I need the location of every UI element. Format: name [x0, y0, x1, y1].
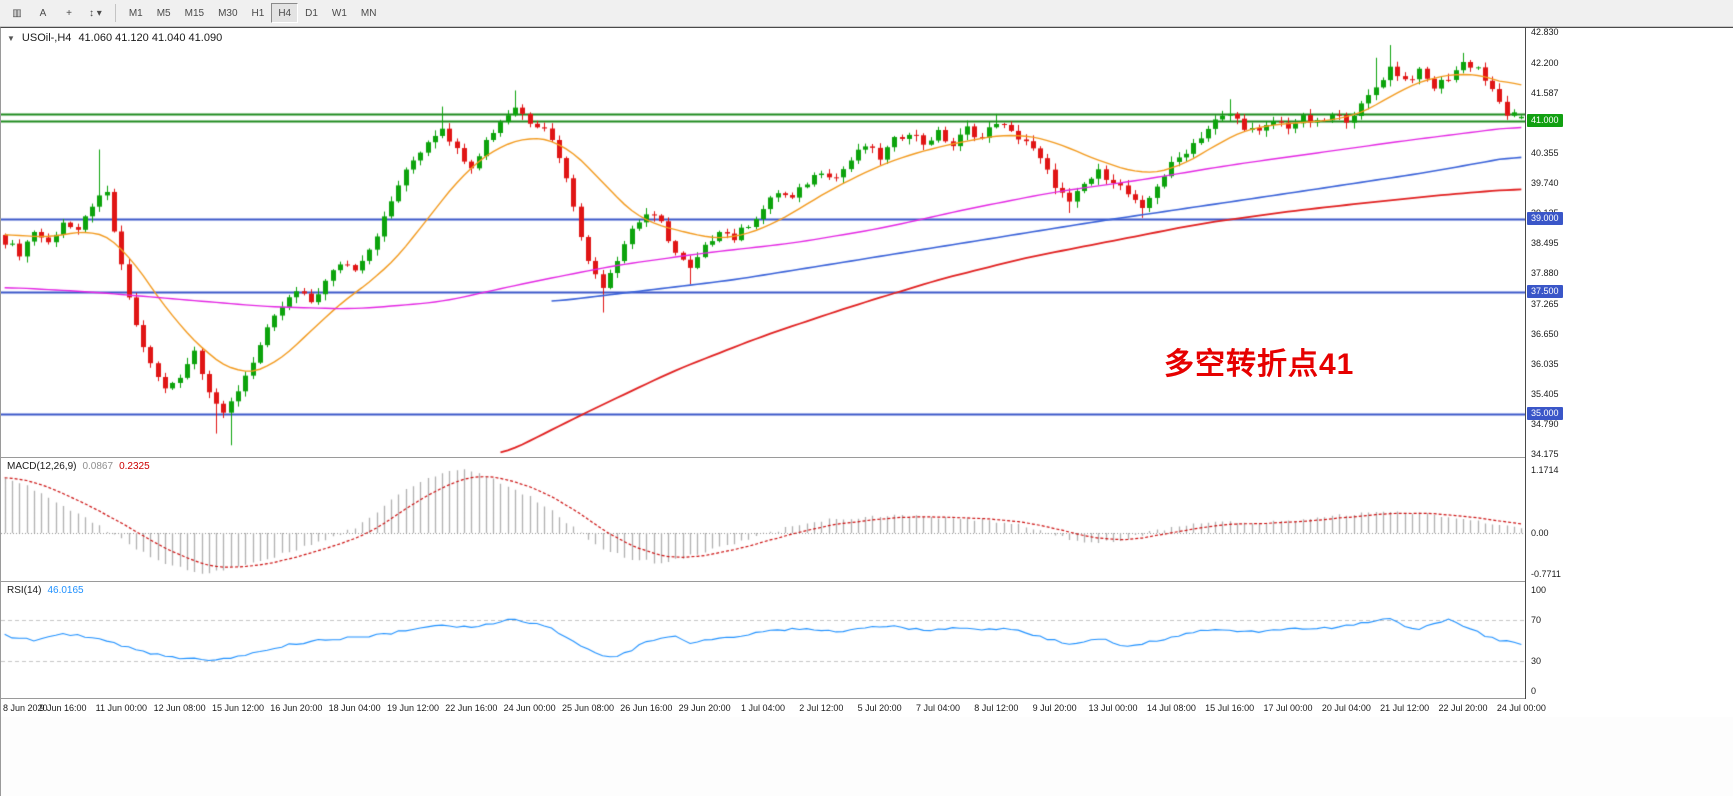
rsi-axis-label: 100: [1531, 585, 1547, 595]
ohlc-values: 41.060 41.120 41.040 41.090: [78, 32, 223, 44]
macd-axis-label: 0.00: [1531, 528, 1549, 538]
price-level-tag: 35.000: [1527, 407, 1563, 421]
date-axis-label: 22 Jun 16:00: [445, 703, 498, 713]
macd-axis-label: -0.7711: [1531, 569, 1561, 580]
chart-toolbar: ▥ A + ↕ ▾ M1 M5 M15 M30 H1 H4 D1 W1 MN: [0, 0, 1733, 27]
panel-separator[interactable]: [1, 581, 1733, 582]
price-axis-label: 42.830: [1531, 26, 1559, 37]
toolbar-separator: [114, 4, 116, 22]
price-axis-label: 34.175: [1531, 449, 1559, 460]
price-axis-label: 39.740: [1531, 177, 1559, 188]
price-axis-label: 37.265: [1531, 298, 1559, 309]
date-axis-label: 7 Jul 04:00: [915, 703, 961, 713]
date-axis-label: 25 Jun 08:00: [561, 703, 615, 713]
chart-window-icon[interactable]: ▥: [12, 7, 22, 19]
date-axis-label: 19 Jun 12:00: [386, 703, 440, 713]
date-axis-label: 17 Jul 00:00: [1263, 703, 1313, 713]
price-level-tag: 41.000: [1527, 114, 1563, 128]
timeframe-h4-button[interactable]: H4: [271, 3, 299, 23]
date-axis-label: 11 Jun 00:00: [95, 703, 148, 713]
date-axis-label: 18 Jun 04:00: [328, 703, 381, 713]
date-axis-label: 24 Jun 00:00: [503, 703, 556, 713]
macd-name: MACD(12,26,9): [7, 461, 77, 472]
price-axis-label: 35.405: [1531, 389, 1559, 400]
crosshair-button[interactable]: +: [66, 7, 72, 19]
date-axis-label: 29 Jun 20:00: [678, 703, 731, 713]
rsi-axis-label: 0: [1531, 686, 1537, 696]
chart-title: ▼ USOil-,H4 41.060 41.120 41.040 41.090: [7, 32, 222, 44]
price-axis-label: 41.587: [1531, 87, 1559, 98]
time-axis[interactable]: 8 Jun 2020 9 Jun 16:00 11 Jun 00:00 12 Jun …: [1, 699, 1733, 717]
timeframe-m1-button[interactable]: M1: [128, 7, 143, 19]
timeframe-mn-button[interactable]: MN: [360, 7, 377, 19]
macd-signal-value: 0.2325: [119, 461, 150, 472]
date-axis-label: 26 Jun 16:00: [620, 703, 673, 713]
date-axis-label: 15 Jul 16:00: [1205, 703, 1255, 713]
panel-separator[interactable]: [1, 698, 1733, 699]
price-axis-label: 37.880: [1531, 268, 1559, 279]
date-axis-label: 2 Jul 12:00: [799, 703, 844, 713]
date-axis-label: 15 Jun 12:00: [211, 703, 265, 713]
date-axis-label: 5 Jul 20:00: [857, 703, 902, 713]
chart-window: ▼ USOil-,H4 41.060 41.120 41.040 41.090 …: [0, 27, 1733, 796]
cursor-mode-button[interactable]: A: [39, 7, 47, 19]
date-axis-label: 9 Jun 16:00: [39, 703, 87, 713]
timeframe-d1-button[interactable]: D1: [305, 7, 318, 19]
panel-separator[interactable]: [1, 457, 1733, 458]
symbol-period-label: USOil-,H4: [21, 32, 72, 44]
rsi-axis-label: 70: [1531, 615, 1542, 626]
rsi-panel: RSI(14) 46.0165: [1, 582, 1525, 698]
date-axis-label: 8 Jun 2020: [3, 703, 48, 713]
chevron-down-icon[interactable]: ▼: [7, 33, 15, 43]
macd-value: 0.0867: [82, 461, 114, 472]
price-axis-label: 36.035: [1531, 358, 1559, 369]
price-axis-label: 36.650: [1531, 328, 1559, 339]
date-axis-label: 22 Jul 20:00: [1438, 703, 1488, 713]
macd-title: MACD(12,26,9) 0.0867 0.2325: [7, 461, 150, 472]
price-axis-label: 40.355: [1531, 147, 1559, 158]
rsi-name: RSI(14): [7, 585, 42, 596]
price-axis-label: 38.495: [1531, 238, 1559, 249]
price-axis-label: 42.200: [1531, 57, 1559, 68]
timeframe-button-group: M1 M5 M15 M30 H1 H4 D1 W1 MN: [122, 3, 384, 23]
date-axis-label: 24 Jul 00:00: [1496, 703, 1546, 713]
macd-axis-label: 1.1714: [1531, 465, 1559, 476]
timeframe-w1-button[interactable]: W1: [331, 7, 347, 19]
rsi-value: 46.0165: [47, 585, 84, 596]
date-axis-label: 9 Jul 20:00: [1032, 703, 1077, 713]
price-level-tag: 39.000: [1527, 211, 1563, 225]
price-panel: ▼ USOil-,H4 41.060 41.120 41.040 41.090 …: [1, 28, 1525, 457]
date-axis-label: 16 Jun 20:00: [270, 703, 323, 713]
bottom-margin: [1, 717, 1733, 796]
price-level-tag: 37.500: [1527, 285, 1563, 299]
rsi-axis-label: 30: [1531, 655, 1542, 666]
date-axis-label: 12 Jun 08:00: [153, 703, 206, 713]
timeframe-m30-button[interactable]: M30: [218, 7, 238, 19]
macd-canvas[interactable]: [1, 458, 1525, 581]
date-axis-label: 13 Jul 00:00: [1088, 703, 1138, 713]
macd-panel: MACD(12,26,9) 0.0867 0.2325: [1, 458, 1525, 581]
date-axis-label: 20 Jul 04:00: [1321, 703, 1371, 713]
price-axis[interactable]: 42.83042.20041.58740.97040.35539.74039.1…: [1525, 26, 1733, 699]
annotation-text: 多空转折点41: [1164, 348, 1355, 381]
timeframe-m15-button[interactable]: M15: [184, 7, 205, 19]
date-axis-label: 14 Jul 08:00: [1146, 703, 1196, 713]
price-chart-canvas[interactable]: [1, 28, 1525, 457]
toolbar-left-group: ▥ A + ↕ ▾: [4, 3, 109, 23]
timeframe-h1-button[interactable]: H1: [251, 7, 265, 19]
date-axis-label: 21 Jul 12:00: [1380, 703, 1430, 713]
price-axis-label: 34.790: [1531, 419, 1559, 430]
date-axis-label: 8 Jul 12:00: [974, 703, 1019, 713]
date-axis-label: 1 Jul 04:00: [740, 703, 786, 713]
rsi-title: RSI(14) 46.0165: [7, 585, 84, 596]
arrows-tool-button[interactable]: ↕ ▾: [89, 7, 102, 19]
rsi-canvas[interactable]: [1, 582, 1525, 698]
timeframe-m5-button[interactable]: M5: [156, 7, 171, 19]
